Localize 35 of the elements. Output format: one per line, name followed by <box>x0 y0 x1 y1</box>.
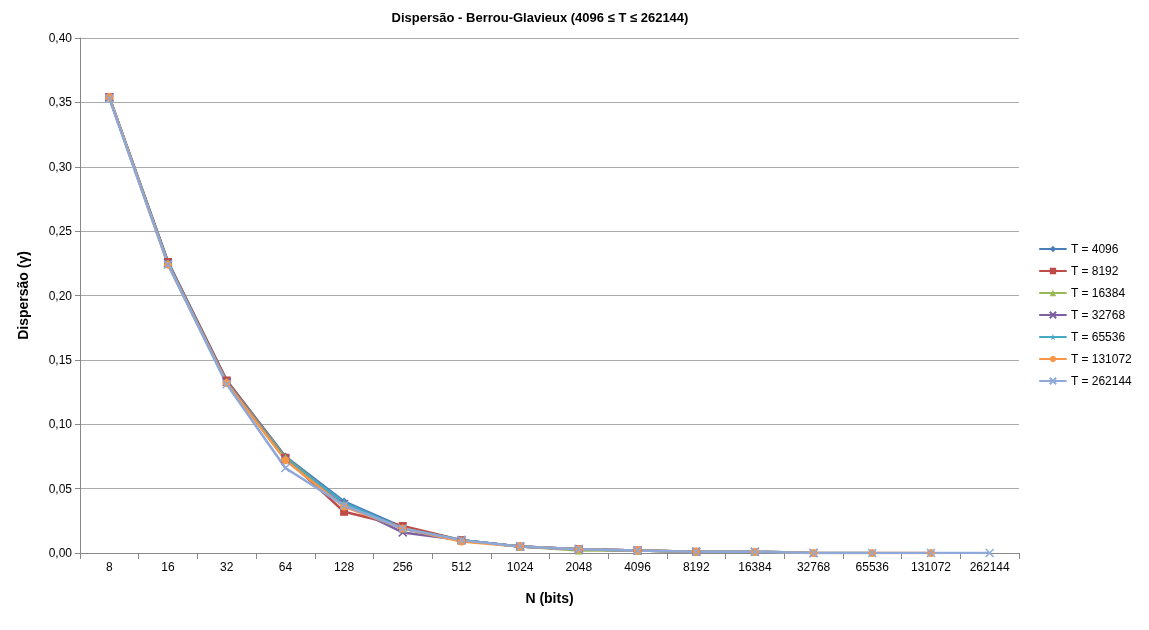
y-tick-label: 0,05 <box>48 481 73 496</box>
x-axis-title: N (bits) <box>525 590 574 606</box>
legend-label: T = 32768 <box>1070 308 1126 322</box>
y-tick-label: 0,20 <box>48 288 73 303</box>
x-tick-label: 4096 <box>624 560 652 574</box>
legend-label: T = 262144 <box>1070 374 1133 388</box>
legend-label: T = 131072 <box>1070 352 1133 366</box>
y-tick-label: 0,25 <box>48 224 73 239</box>
legend-label: T = 4096 <box>1070 242 1119 256</box>
x-tick-label: 65536 <box>855 560 890 574</box>
x-tick-label: 262144 <box>969 560 1010 574</box>
x-tick-label: 128 <box>334 560 355 574</box>
x-tick-label: 16384 <box>738 560 772 574</box>
y-tick-label: 0,30 <box>48 159 73 174</box>
x-tick-label: 2048 <box>565 560 593 574</box>
x-tick-label: 64 <box>278 560 293 574</box>
y-axis-title: Dispersão (γ) <box>15 251 31 340</box>
y-tick-label: 0,40 <box>48 31 73 45</box>
x-tick-label: 32 <box>220 560 234 574</box>
y-tick-label: 0,10 <box>48 417 73 432</box>
x-tick-label: 256 <box>392 560 414 574</box>
x-tick-label: 8192 <box>682 560 710 574</box>
x-tick-label: 131072 <box>910 560 952 574</box>
legend-label: T = 65536 <box>1070 330 1126 344</box>
x-tick-label: 1024 <box>506 560 534 574</box>
chart-title: Dispersão - Berrou-Glavieux (4096 ≤ T ≤ 262144) <box>391 10 689 25</box>
x-tick-label: 512 <box>451 560 472 574</box>
x-tick-label: 8 <box>106 560 113 574</box>
legend-label: T = 16384 <box>1070 286 1126 300</box>
x-tick-label: 16 <box>161 560 176 574</box>
x-tick-label: 32768 <box>796 560 831 574</box>
legend-label: T = 8192 <box>1070 264 1119 278</box>
y-tick-label: 0,15 <box>48 352 73 367</box>
y-tick-label: 0,35 <box>48 95 73 110</box>
y-tick-label: 0,00 <box>48 546 73 560</box>
